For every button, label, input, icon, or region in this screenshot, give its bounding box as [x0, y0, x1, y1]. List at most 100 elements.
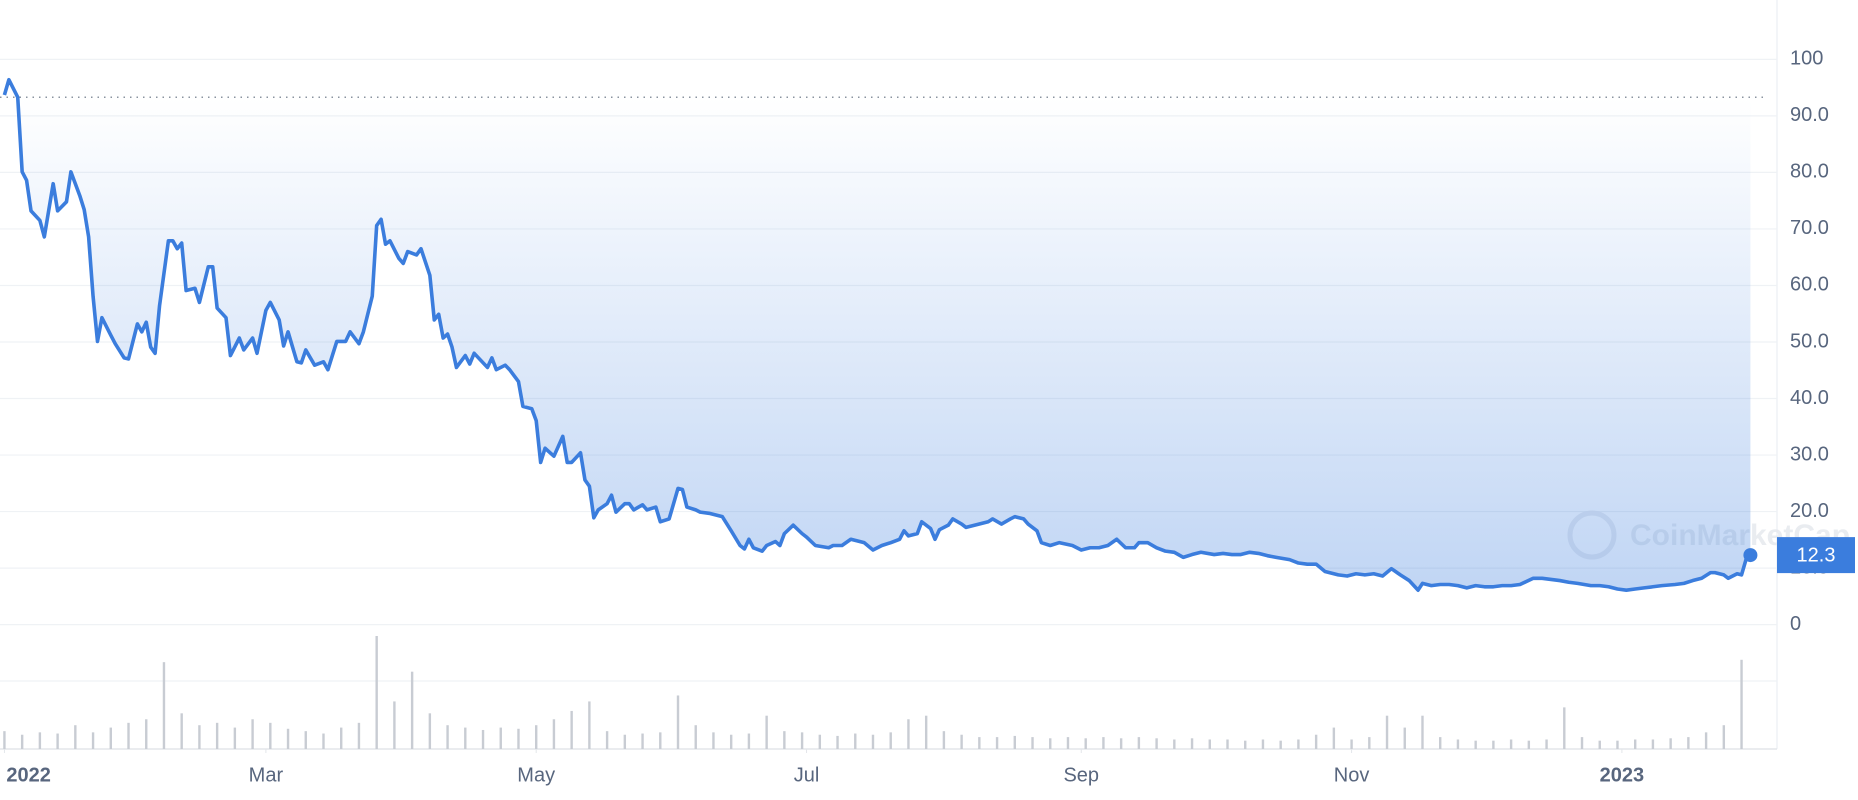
volume-bar: [1403, 727, 1406, 749]
volume-bar: [1385, 715, 1389, 749]
volume-bar: [1297, 739, 1300, 749]
price-area: [4, 97, 1751, 591]
y-tick-label: 20.0: [1790, 500, 1829, 522]
volume-bar: [1332, 727, 1336, 749]
volume-bar: [1598, 740, 1601, 749]
volume-bar: [109, 727, 112, 749]
volume-bar: [1687, 737, 1690, 749]
volume-bar: [1439, 737, 1442, 749]
volume-bar: [1633, 739, 1637, 749]
volume-bar: [322, 733, 325, 749]
y-tick-label: 100: [1790, 48, 1823, 70]
volume-bar: [641, 733, 644, 749]
volume-bar: [428, 713, 432, 749]
volume-bar: [1084, 738, 1087, 749]
volume-bar: [1279, 740, 1282, 749]
volume-bar: [1474, 740, 1477, 749]
volume-bar: [340, 727, 343, 749]
volume-bar: [924, 715, 928, 749]
volume-bar: [1049, 738, 1052, 749]
x-tick-label: Nov: [1334, 764, 1370, 786]
volume-bar: [3, 731, 6, 749]
volume-bar: [1155, 738, 1158, 749]
volume-bar: [446, 725, 449, 749]
volume-bar: [1013, 735, 1016, 749]
volume-bar: [20, 734, 24, 749]
volume-bar: [269, 722, 272, 749]
volume-bar: [1456, 739, 1460, 749]
y-tick-label: 50.0: [1790, 330, 1829, 352]
volume-bar: [1616, 740, 1619, 749]
volume-bar: [552, 719, 556, 749]
price-tag: [1777, 537, 1855, 574]
x-tick-label: Sep: [1063, 764, 1099, 786]
volume-bar: [357, 722, 361, 749]
volume-bar: [304, 731, 307, 749]
volume-bar: [995, 737, 999, 749]
volume-bar: [1669, 738, 1672, 749]
volume-bar: [499, 727, 502, 749]
y-tick-label: 60.0: [1790, 274, 1829, 296]
volume-bar: [1261, 739, 1265, 749]
volume-bar: [1368, 737, 1371, 749]
volume-bar: [1066, 737, 1070, 749]
volume-bar: [1350, 739, 1353, 749]
volume-bar: [676, 695, 680, 749]
volume-bar: [1651, 739, 1655, 749]
x-tick-label: Mar: [249, 764, 284, 786]
y-tick-label: 80.0: [1790, 161, 1829, 183]
volume-bar: [1580, 737, 1584, 749]
volume-bar: [889, 732, 892, 749]
volume-bar: [1509, 739, 1513, 749]
volume-bar: [1704, 732, 1708, 749]
volume-bar: [871, 734, 875, 749]
volume-bar: [180, 713, 183, 749]
volume-bar: [694, 725, 697, 749]
volume-bar: [1226, 739, 1229, 749]
volume-bar: [765, 715, 768, 749]
volume-bar: [535, 725, 538, 749]
y-tick-label: 90.0: [1790, 104, 1829, 126]
volume-bar: [978, 737, 981, 749]
volume-bar: [517, 728, 520, 749]
volume-bar: [145, 719, 148, 749]
x-tick-label: 2022: [6, 764, 51, 786]
last-point: [1743, 548, 1758, 563]
volume-bar: [1208, 739, 1211, 749]
volume-bar: [464, 727, 467, 749]
y-tick-label: 0: [1790, 613, 1801, 635]
volume-bar: [836, 735, 839, 749]
price-line: [2, 77, 1752, 592]
volume-bar: [1527, 740, 1531, 749]
volume-bar: [712, 732, 715, 749]
volume-bar: [233, 727, 237, 749]
volume-bar: [375, 636, 378, 749]
volume-bar: [393, 701, 396, 749]
volume-bar: [1137, 737, 1141, 749]
y-tick-label: 30.0: [1790, 443, 1829, 465]
volume-bar: [1173, 739, 1176, 749]
y-tick-label: 40.0: [1790, 387, 1829, 409]
volume-bar: [251, 719, 254, 749]
volume-bar: [1190, 738, 1194, 749]
volume-bar: [1102, 737, 1105, 749]
volume-bar: [942, 731, 946, 749]
price-tag-label: 12.3: [1797, 544, 1836, 566]
volume-bar: [481, 729, 485, 749]
volume-bar: [74, 725, 77, 749]
volume-bar: [127, 722, 130, 749]
volume-bar: [1563, 707, 1566, 749]
volume-bar: [1492, 740, 1495, 749]
volume-bar: [570, 710, 573, 749]
volume-bar: [162, 662, 166, 749]
volume-bar: [198, 725, 201, 749]
volume-bar: [1722, 725, 1726, 749]
volume-bar: [1119, 738, 1123, 749]
x-tick-label: Jul: [794, 764, 820, 786]
volume-bar: [747, 733, 751, 749]
volume-bar: [818, 734, 822, 749]
volume-bar: [588, 701, 591, 749]
volume-bar: [215, 722, 219, 749]
